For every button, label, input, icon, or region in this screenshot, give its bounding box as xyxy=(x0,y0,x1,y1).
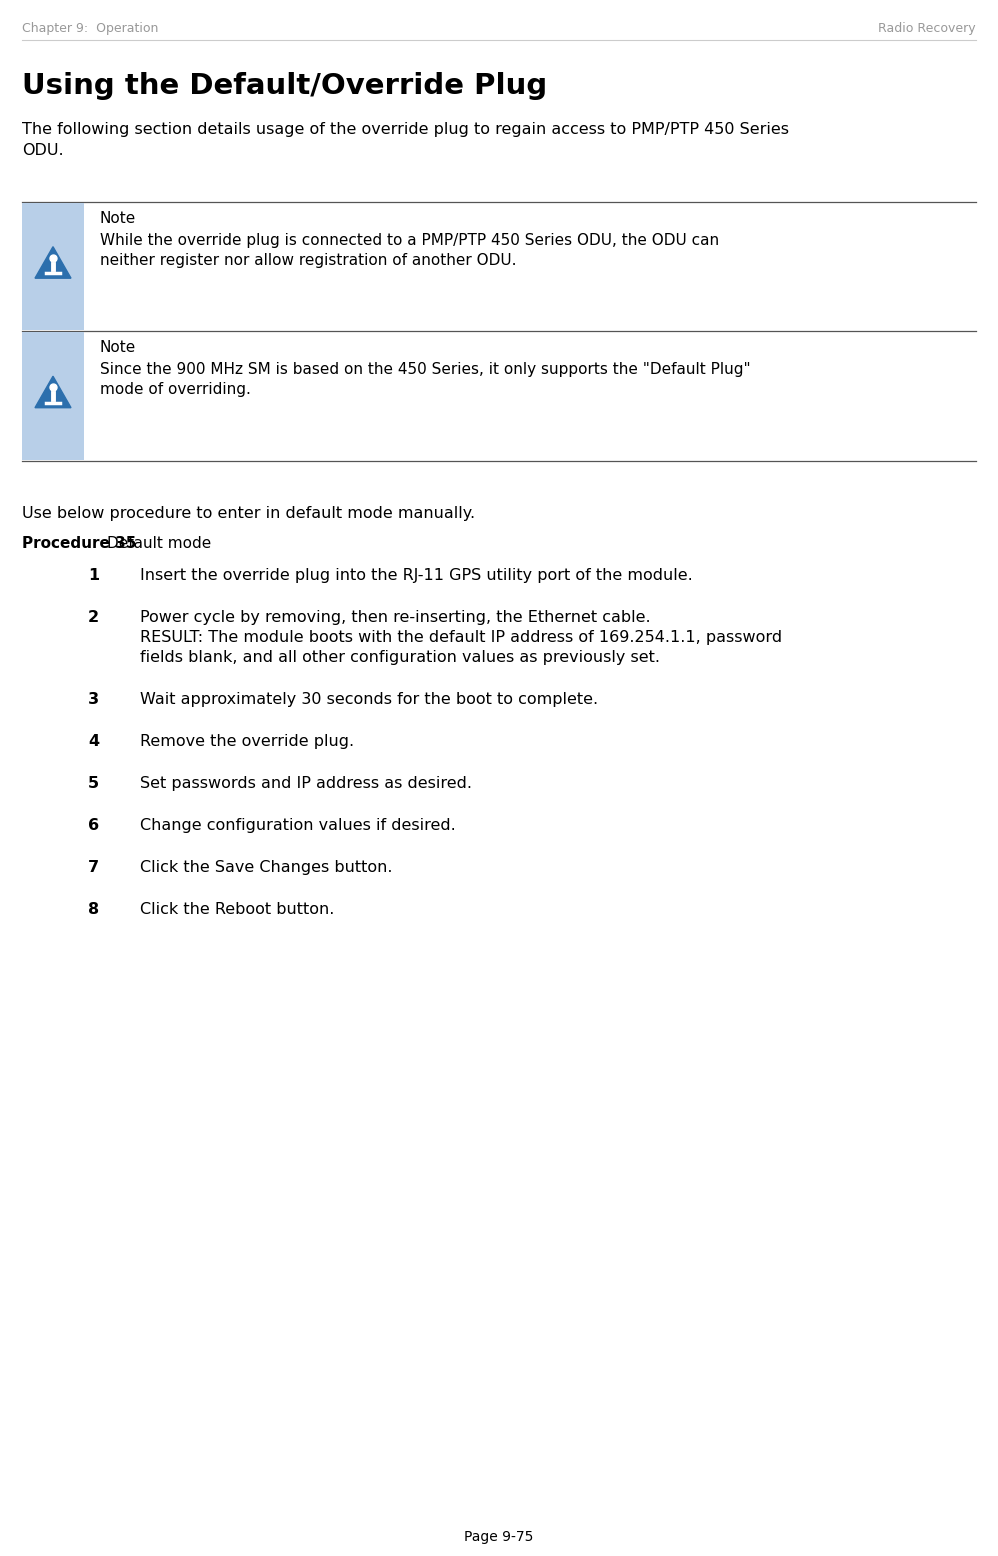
Text: fields blank, and all other configuration values as previously set.: fields blank, and all other configuratio… xyxy=(140,650,660,664)
Text: Change configuration values if desired.: Change configuration values if desired. xyxy=(140,818,456,832)
Text: Chapter 9:  Operation: Chapter 9: Operation xyxy=(22,22,159,34)
Text: Power cycle by removing, then re-inserting, the Ethernet cable.: Power cycle by removing, then re-inserti… xyxy=(140,610,651,626)
Bar xyxy=(22,202,84,330)
Text: Remove the override plug.: Remove the override plug. xyxy=(140,734,354,748)
Text: 4: 4 xyxy=(88,734,99,748)
Text: Click the Reboot button.: Click the Reboot button. xyxy=(140,902,334,916)
Text: Use below procedure to enter in default mode manually.: Use below procedure to enter in default … xyxy=(22,506,475,521)
Polygon shape xyxy=(35,377,71,408)
Text: mode of overriding.: mode of overriding. xyxy=(100,383,250,397)
Text: 8: 8 xyxy=(88,902,99,916)
Text: 5: 5 xyxy=(88,776,99,790)
Text: 1: 1 xyxy=(88,568,99,584)
Text: Default mode: Default mode xyxy=(107,535,212,551)
Text: 3: 3 xyxy=(88,692,99,706)
Text: Wait approximately 30 seconds for the boot to complete.: Wait approximately 30 seconds for the bo… xyxy=(140,692,598,706)
Text: Since the 900 MHz SM is based on the 450 Series, it only supports the "Default P: Since the 900 MHz SM is based on the 450… xyxy=(100,363,750,377)
Text: Procedure 35: Procedure 35 xyxy=(22,535,137,551)
Text: 7: 7 xyxy=(88,860,99,874)
Text: 2: 2 xyxy=(88,610,99,626)
Text: Page 9-75: Page 9-75 xyxy=(464,1530,534,1544)
Text: RESULT: The module boots with the default IP address of 169.254.1.1, password: RESULT: The module boots with the defaul… xyxy=(140,630,782,646)
Bar xyxy=(22,331,84,461)
Text: Click the Save Changes button.: Click the Save Changes button. xyxy=(140,860,392,874)
Text: ODU.: ODU. xyxy=(22,143,64,159)
Text: Note: Note xyxy=(100,341,137,355)
Text: The following section details usage of the override plug to regain access to PMP: The following section details usage of t… xyxy=(22,121,789,137)
Text: Using the Default/Override Plug: Using the Default/Override Plug xyxy=(22,72,547,100)
Text: Insert the override plug into the RJ-11 GPS utility port of the module.: Insert the override plug into the RJ-11 … xyxy=(140,568,693,584)
Text: While the override plug is connected to a PMP/PTP 450 Series ODU, the ODU can: While the override plug is connected to … xyxy=(100,233,720,247)
Polygon shape xyxy=(35,247,71,279)
Text: Set passwords and IP address as desired.: Set passwords and IP address as desired. xyxy=(140,776,472,790)
Text: neither register nor allow registration of another ODU.: neither register nor allow registration … xyxy=(100,254,517,268)
Text: Note: Note xyxy=(100,212,137,226)
Text: Radio Recovery: Radio Recovery xyxy=(878,22,976,34)
Text: 6: 6 xyxy=(88,818,99,832)
